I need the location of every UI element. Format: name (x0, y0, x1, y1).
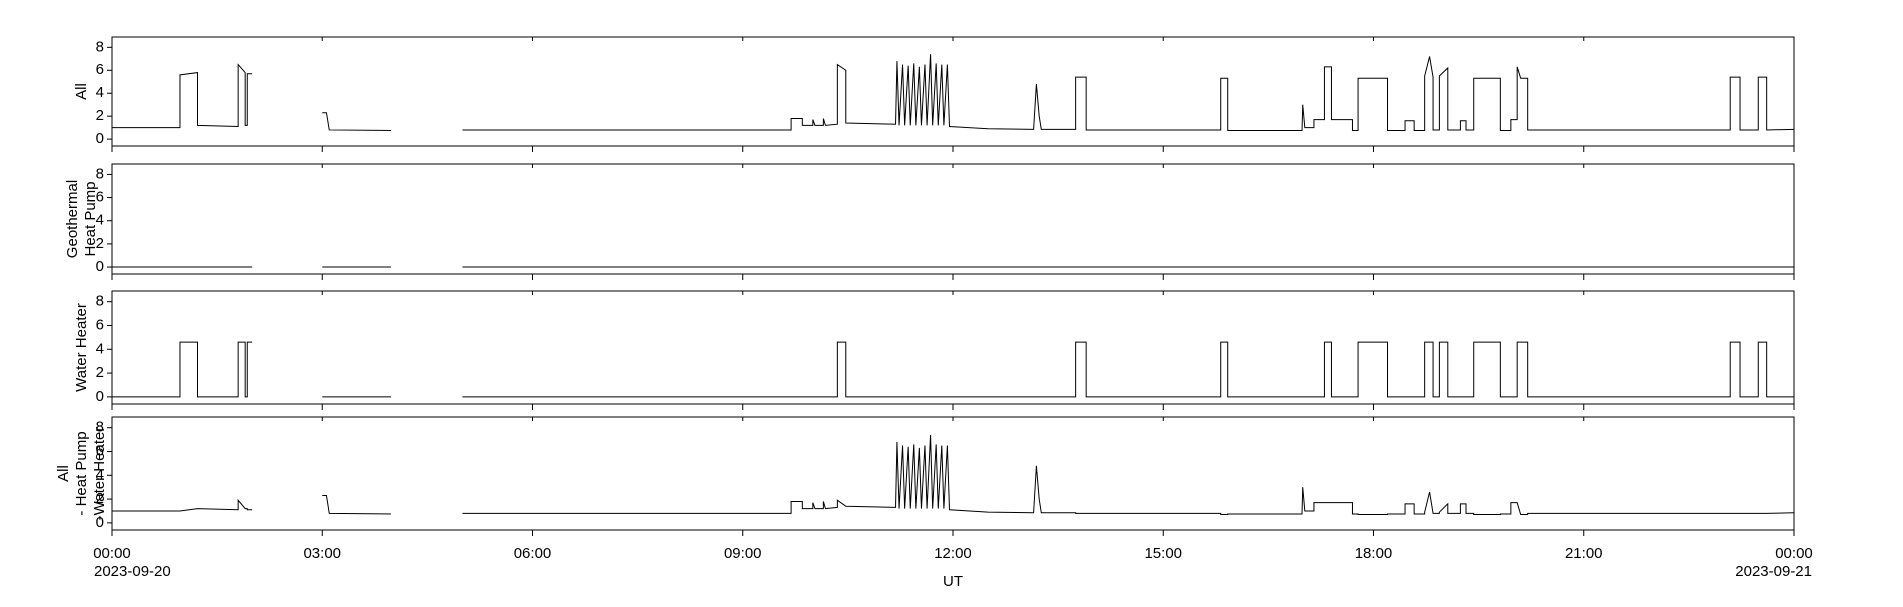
x-date-label: 2023-09-21 (1735, 563, 1812, 580)
y-axis-label-line: Geothermal (64, 180, 81, 258)
x-tick-label: 12:00 (934, 545, 972, 562)
x-axis-label: UT (943, 573, 963, 590)
panel-frame (111, 290, 1795, 405)
line-trace (112, 341, 1794, 398)
x-tick-label: 18:00 (1355, 545, 1393, 562)
y-tick-label: 6 (96, 61, 104, 78)
y-tick-label: 0 (96, 514, 104, 531)
line-trace (112, 54, 1795, 132)
x-tick-label: 09:00 (724, 545, 762, 562)
y-tick-label: 2 (96, 107, 104, 124)
y-tick-label: 4 (96, 84, 104, 101)
line-trace (112, 434, 1795, 516)
y-axis-label-line: -Water Heater (91, 427, 108, 521)
y-tick-label: 8 (96, 293, 104, 310)
y-tick-label: 6 (96, 442, 104, 459)
y-axis-label: All (73, 83, 90, 100)
y-axis-label-line: All (55, 465, 72, 482)
y-tick-label: 4 (96, 466, 104, 483)
y-tick-label: 0 (96, 130, 104, 147)
y-tick-label: 6 (96, 189, 104, 206)
y-tick-label: 8 (96, 38, 104, 55)
y-axis-label-line: Heat Pump (82, 181, 99, 256)
x-tick-label: 03:00 (303, 545, 341, 562)
x-tick-label: 00:00 (1775, 545, 1813, 562)
x-date-label: 2023-09-20 (94, 563, 171, 580)
x-tick-label: 15:00 (1144, 545, 1182, 562)
y-axis-label-line: Water Heater (73, 303, 90, 392)
x-tick-label: 06:00 (514, 545, 552, 562)
y-tick-label: 6 (96, 316, 104, 333)
y-tick-label: 0 (96, 258, 104, 275)
y-axis-label-line: - Heat Pump (73, 431, 90, 515)
y-tick-label: 2 (96, 235, 104, 252)
y-tick-label: 4 (96, 212, 104, 229)
y-tick-label: 0 (96, 388, 104, 405)
x-tick-label: 00:00 (93, 545, 131, 562)
y-axis-label: GeothermalHeat Pump (64, 180, 99, 258)
y-tick-label: 8 (96, 165, 104, 182)
x-tick-label: 21:00 (1565, 545, 1603, 562)
y-tick-label: 4 (96, 340, 104, 357)
y-tick-label: 2 (96, 490, 104, 507)
y-axis-label: All- Heat Pump-Water Heater (55, 427, 108, 521)
y-axis-label: Water Heater (73, 303, 90, 392)
panel-frame (111, 163, 1795, 275)
y-tick-label: 2 (96, 364, 104, 381)
y-axis-label-line: All (73, 83, 90, 100)
y-tick-label: 8 (96, 419, 104, 436)
